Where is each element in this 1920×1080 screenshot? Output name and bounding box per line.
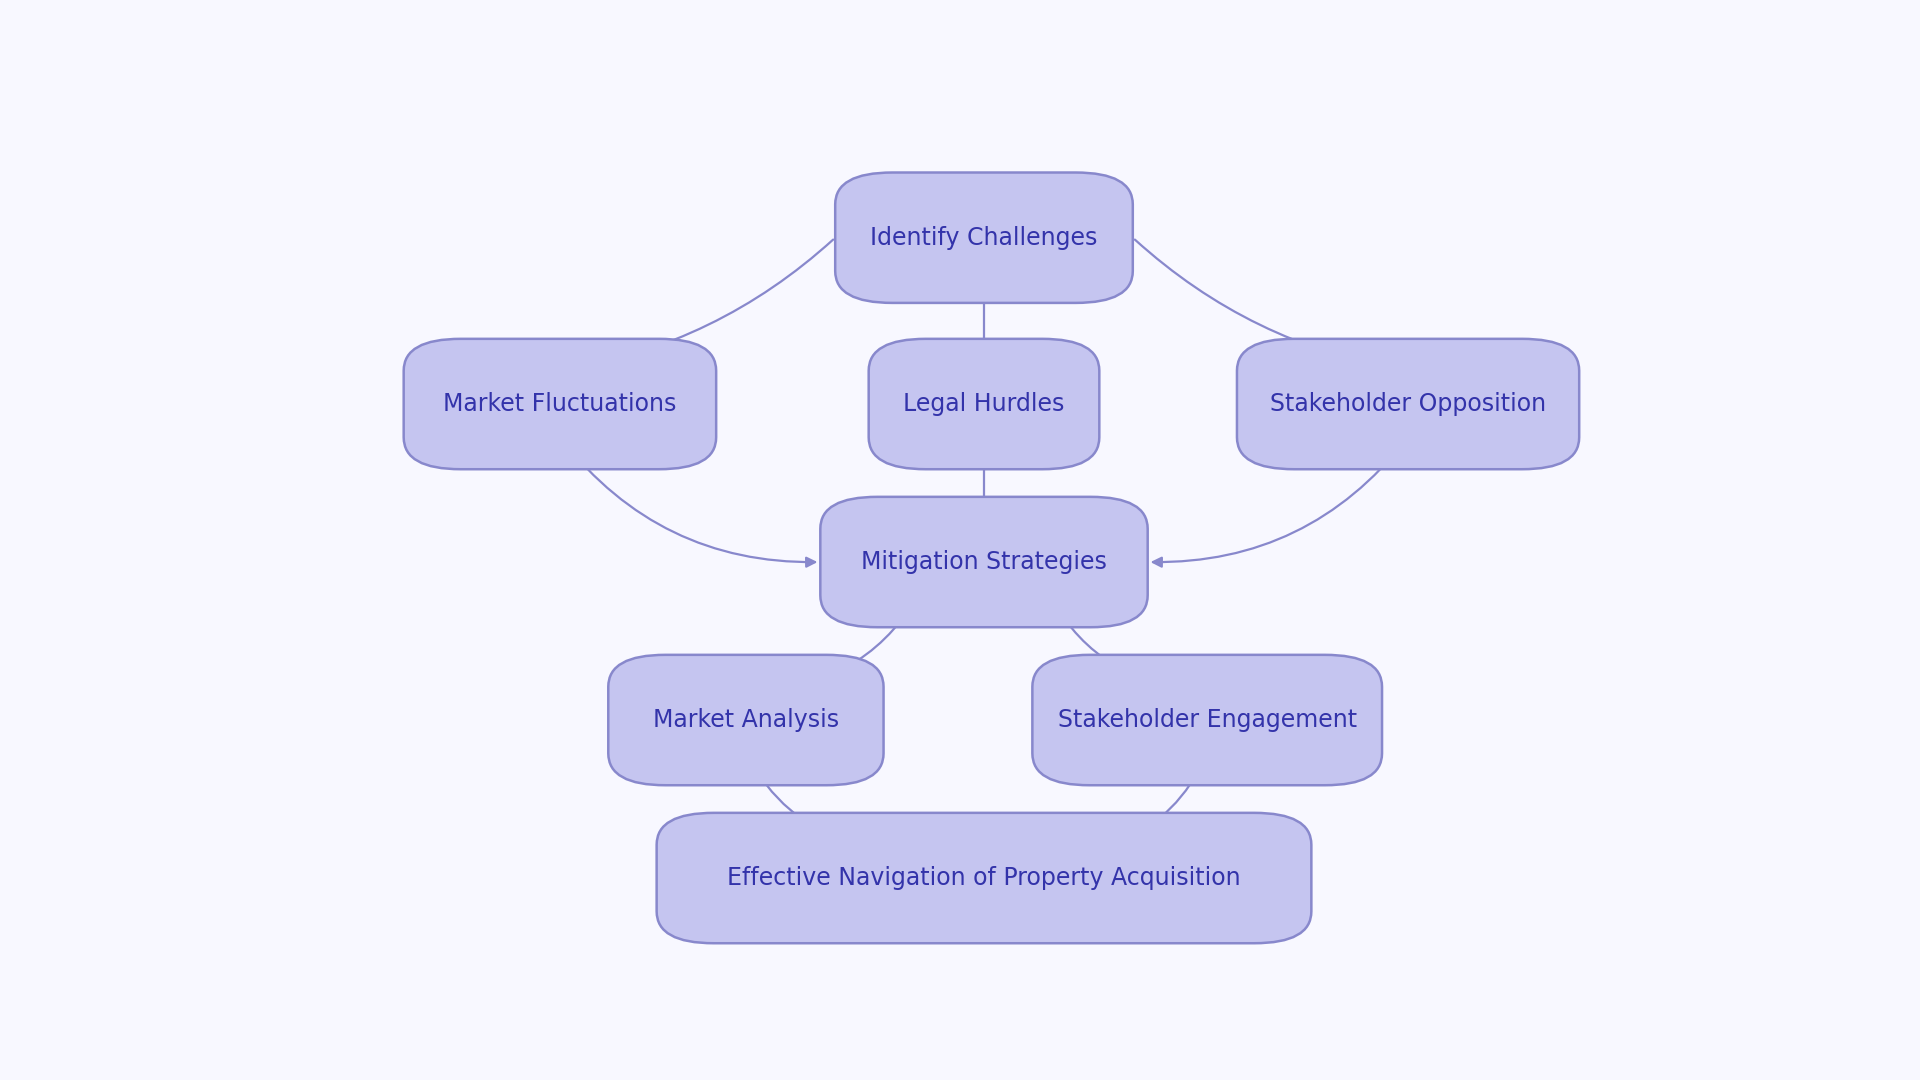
- Text: Market Analysis: Market Analysis: [653, 708, 839, 732]
- Text: Identify Challenges: Identify Challenges: [870, 226, 1098, 249]
- FancyBboxPatch shape: [1033, 654, 1382, 785]
- FancyBboxPatch shape: [609, 654, 883, 785]
- FancyBboxPatch shape: [868, 339, 1100, 469]
- Text: Mitigation Strategies: Mitigation Strategies: [860, 550, 1108, 575]
- Text: Stakeholder Opposition: Stakeholder Opposition: [1269, 392, 1546, 416]
- Text: Market Fluctuations: Market Fluctuations: [444, 392, 676, 416]
- Text: Stakeholder Engagement: Stakeholder Engagement: [1058, 708, 1357, 732]
- Text: Legal Hurdles: Legal Hurdles: [902, 392, 1066, 416]
- FancyBboxPatch shape: [1236, 339, 1578, 469]
- Text: Effective Navigation of Property Acquisition: Effective Navigation of Property Acquisi…: [728, 866, 1240, 890]
- FancyBboxPatch shape: [820, 497, 1148, 627]
- FancyBboxPatch shape: [403, 339, 716, 469]
- FancyBboxPatch shape: [657, 813, 1311, 943]
- FancyBboxPatch shape: [835, 173, 1133, 302]
